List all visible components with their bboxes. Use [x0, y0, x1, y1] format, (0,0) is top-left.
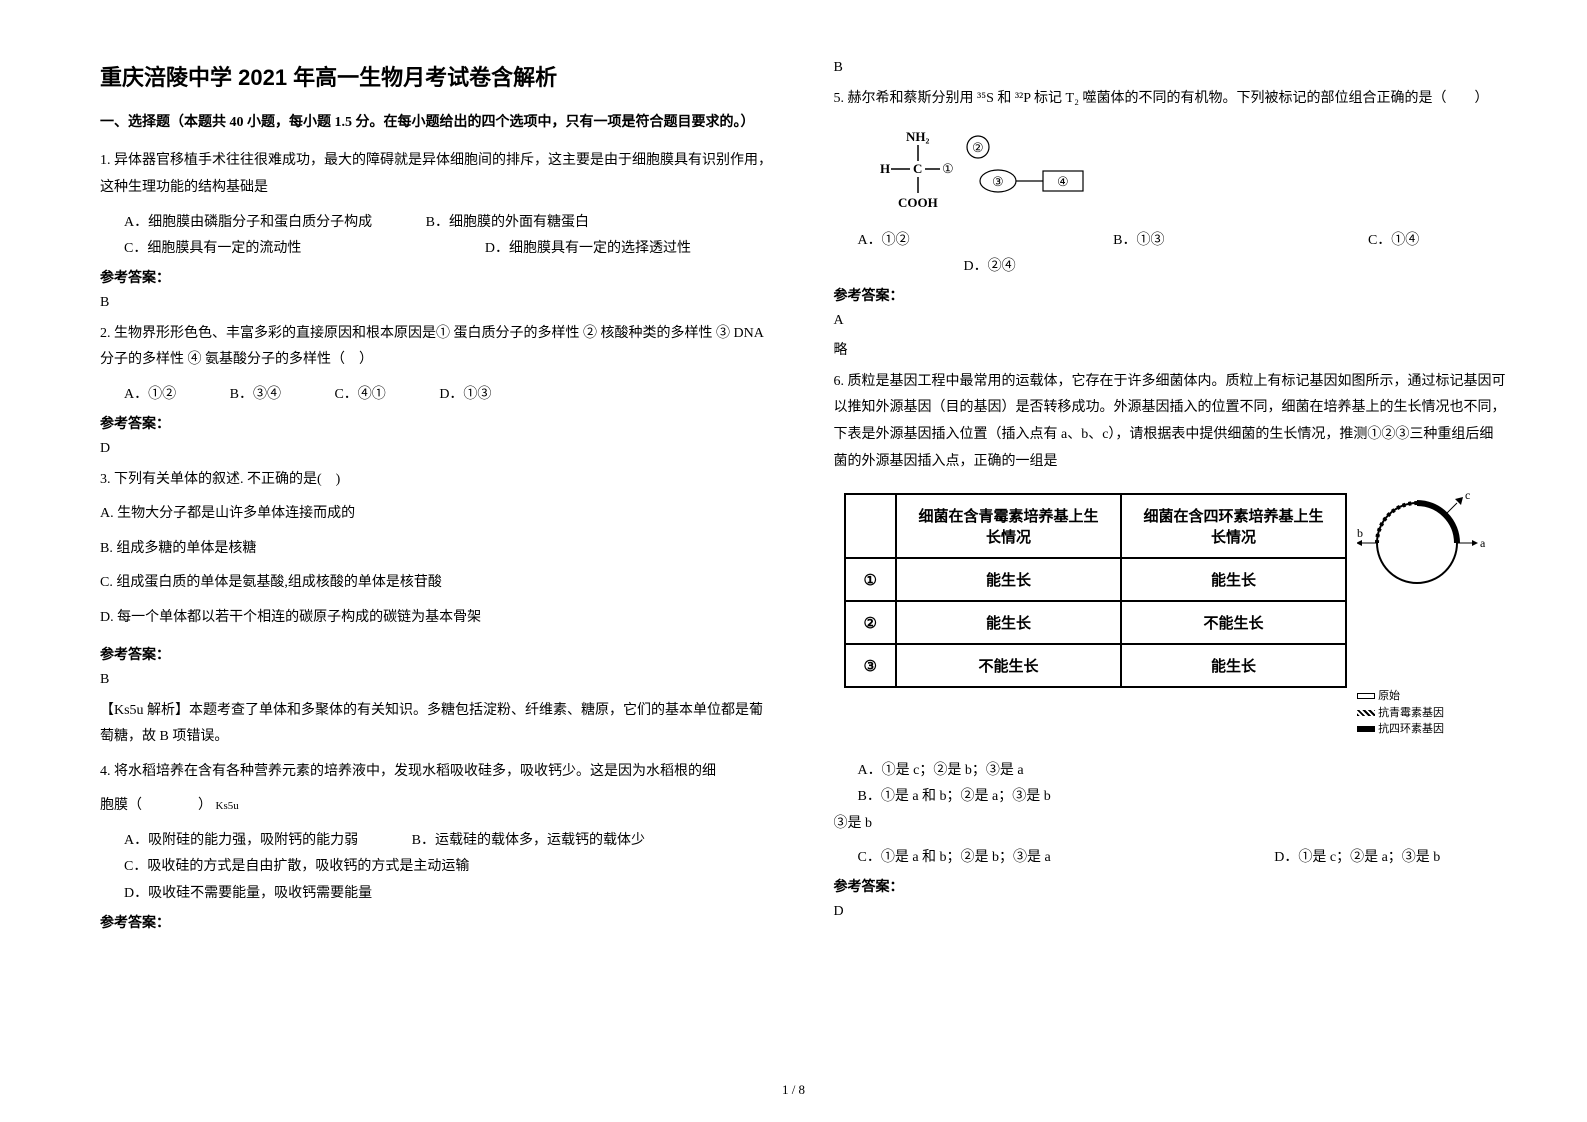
q4-row1: A．吸附硅的能力强，吸附钙的能力弱 B．运载硅的载体多，运载钙的载体少	[100, 828, 774, 855]
diag-2: ②	[972, 140, 984, 155]
q4-stem1: 4. 将水稻培养在含有各种营养元素的培养液中，发现水稻吸收硅多，吸收钙少。这是因…	[100, 759, 774, 786]
q2-opt-b: B．③④	[230, 382, 281, 409]
q6-opt-a: A．①是 c；②是 b；③是 a	[858, 758, 1024, 785]
q6-r1c2: 能生长	[896, 558, 1121, 601]
q6-answer: D	[834, 904, 1508, 920]
q2-stem: 2. 生物界形形色色、丰富多彩的直接原因和根本原因是① 蛋白质分子的多样性 ② …	[100, 321, 774, 374]
q6-r1c3: 能生长	[1121, 558, 1346, 601]
q5-opt-b: B．①③	[1113, 228, 1164, 255]
diag-3: ③	[992, 174, 1004, 189]
q6-r2c3: 不能生长	[1121, 601, 1346, 644]
q6-r1c1: ①	[845, 558, 896, 601]
legend2: 抗青霉素基因	[1357, 705, 1507, 722]
q6-th1	[845, 494, 896, 558]
q6-r2c1: ②	[845, 601, 896, 644]
q6-r2c2: 能生长	[896, 601, 1121, 644]
q3-answer-label: 参考答案：	[100, 644, 774, 664]
q1-stem: 1. 异体器官移植手术往往很难成功，最大的障碍就是异体细胞间的排斥，这主要是由于…	[100, 148, 774, 201]
page-number: 1 / 8	[0, 1082, 1587, 1098]
q6-opt-d: D．①是 c；②是 a；③是 b	[1274, 845, 1440, 872]
q1-opts-row1: A．细胞膜由磷脂分子和蛋白质分子构成 B．细胞膜的外面有糖蛋白	[100, 210, 774, 237]
q3-explain: 【Ks5u 解析】本题考查了单体和多聚体的有关知识。多糖包括淀粉、纤维素、糖原，…	[100, 698, 774, 751]
q6-th2: 细菌在含青霉素培养基上生长情况	[896, 494, 1121, 558]
page-title: 重庆涪陵中学 2021 年高一生物月考试卷含解析	[100, 60, 774, 92]
q6-opts-row1: A．①是 c；②是 b；③是 a B．①是 a 和 b；②是 a；③是 b	[834, 758, 1508, 811]
q6-stem: 6. 质粒是基因工程中最常用的运载体，它存在于许多细菌体内。质粒上有标记基因如图…	[834, 369, 1508, 475]
q4-opt-d: D．吸收硅不需要能量，吸收钙需要能量	[100, 881, 774, 908]
legend3: 抗四环素基因	[1357, 721, 1507, 738]
q2-opts: A．①② B．③④ C．④① D．①③	[100, 382, 774, 409]
node-c: c	[1465, 488, 1470, 502]
q5-diagram: NH₂ H C ① COOH ② ③ ④	[858, 127, 1508, 222]
q6-r3c1: ③	[845, 644, 896, 687]
section-heading: 一、选择题（本题共 40 小题，每小题 1.5 分。在每小题给出的四个选项中，只…	[100, 112, 774, 134]
plasmid-legend: 原始 抗青霉素基因 抗四环素基因	[1357, 688, 1507, 738]
q6-r3c2: 不能生长	[896, 644, 1121, 687]
amino-acid-diagram: NH₂ H C ① COOH ② ③ ④	[858, 127, 1118, 217]
ks5u-mark: Ks5u	[216, 800, 239, 812]
q5-note: 略	[834, 339, 1508, 359]
q2-answer: D	[100, 441, 774, 457]
q6-table: 细菌在含青霉素培养基上生长情况 细菌在含四环素培养基上生长情况 ① 能生长 能生…	[844, 493, 1348, 688]
q5-stem: 5. 赫尔希和蔡斯分别用 ³⁵S 和 ³²P 标记 T₂ 噬菌体的不同的有机物。…	[834, 86, 1508, 113]
q5-opt-d: D．②④	[834, 254, 1508, 281]
q4-stem2-text: 胞膜（ ）	[100, 798, 212, 813]
q6-answer-label: 参考答案：	[834, 876, 1508, 896]
q6-opts-row2: C．①是 a 和 b；②是 b；③是 a D．①是 c；②是 a；③是 b	[834, 845, 1508, 872]
q1-opt-b: B．细胞膜的外面有糖蛋白	[426, 210, 589, 237]
diag-4: ④	[1057, 174, 1069, 189]
q1-answer: B	[100, 295, 774, 311]
q4-answer: B	[834, 60, 1508, 76]
q4-opt-a: A．吸附硅的能力强，吸附钙的能力弱	[124, 828, 358, 855]
plasmid-diagram: a b c 原始 抗青霉素基因 抗四环素基因	[1357, 483, 1507, 738]
q2-opt-a: A．①②	[124, 382, 176, 409]
q5-opt-a: A．①②	[858, 228, 910, 255]
q1-answer-label: 参考答案：	[100, 267, 774, 287]
q5-answer-label: 参考答案：	[834, 285, 1508, 305]
q2-opt-d: D．①③	[439, 382, 491, 409]
q3-opt-c: C. 组成蛋白质的单体是氨基酸,组成核酸的单体是核苷酸	[100, 570, 774, 597]
q1-opt-c: C．细胞膜具有一定的流动性	[124, 236, 301, 263]
q3-stem: 3. 下列有关单体的叙述. 不正确的是( )	[100, 467, 774, 494]
q3-opt-b: B. 组成多糖的单体是核糖	[100, 536, 774, 563]
q5-answer: A	[834, 313, 1508, 329]
q6-opt-b-cont: ③是 b	[834, 811, 1508, 838]
q2-opt-c: C．④①	[334, 382, 385, 409]
q1-opt-d: D．细胞膜具有一定的选择透过性	[485, 236, 691, 263]
q4-opt-c: C．吸收硅的方式是自由扩散，吸收钙的方式是主动运输	[100, 854, 774, 881]
diag-cooh: COOH	[898, 195, 938, 210]
q4-answer-label: 参考答案：	[100, 912, 774, 932]
legend1: 原始	[1357, 688, 1507, 705]
q3-opt-d: D. 每一个单体都以若干个相连的碳原子构成的碳链为基本骨架	[100, 605, 774, 632]
q5-opts-row1: A．①② B．①③ C．①④	[834, 228, 1508, 255]
diag-nh2: NH₂	[906, 129, 930, 144]
diag-h: H	[880, 161, 890, 176]
diag-c: C	[913, 161, 922, 176]
node-b: b	[1357, 526, 1363, 540]
q5-opt-c: C．①④	[1368, 228, 1419, 255]
q6-opt-c: C．①是 a 和 b；②是 b；③是 a	[858, 845, 1051, 872]
q6-r3c3: 能生长	[1121, 644, 1346, 687]
q2-answer-label: 参考答案：	[100, 413, 774, 433]
node-a: a	[1480, 536, 1486, 550]
q4-stem2: 胞膜（ ） Ks5u	[100, 793, 774, 820]
q6-th3: 细菌在含四环素培养基上生长情况	[1121, 494, 1346, 558]
q4-opt-b: B．运载硅的载体多，运载钙的载体少	[412, 828, 645, 855]
diag-1: ①	[942, 161, 954, 176]
q6-opt-b: B．①是 a 和 b；②是 a；③是 b	[858, 784, 1051, 811]
q1-opts-row2: C．细胞膜具有一定的流动性 D．细胞膜具有一定的选择透过性	[100, 236, 774, 263]
q3-answer: B	[100, 672, 774, 688]
q1-opt-a: A．细胞膜由磷脂分子和蛋白质分子构成	[124, 210, 372, 237]
q3-opt-a: A. 生物大分子都是山许多单体连接而成的	[100, 501, 774, 528]
